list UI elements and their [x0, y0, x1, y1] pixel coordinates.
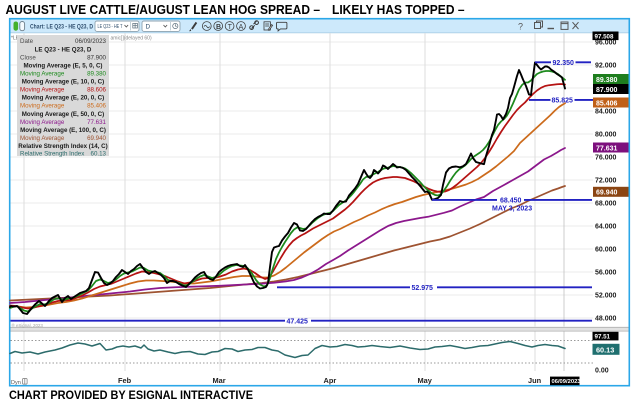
svg-text:Moving Average (E, 10, 0, C): Moving Average (E, 10, 0, C): [22, 79, 104, 86]
svg-text:Moving Average: Moving Average: [20, 87, 65, 94]
svg-text:77.631: 77.631: [87, 119, 106, 126]
svg-text:80.000: 80.000: [595, 132, 617, 139]
svg-text:97.508: 97.508: [595, 33, 614, 40]
svg-text:52.000: 52.000: [595, 293, 617, 300]
svg-text:D: D: [146, 24, 151, 31]
svg-text:89.380: 89.380: [596, 77, 618, 84]
svg-text:Mar: Mar: [213, 376, 226, 385]
svg-text:Relative Strength Index: Relative Strength Index: [20, 151, 85, 158]
svg-text:LE Q23 - HE Q23, D: LE Q23 - HE Q23, D: [35, 46, 92, 53]
svg-text:68.450: 68.450: [500, 197, 522, 204]
svg-text:60.13: 60.13: [596, 345, 614, 354]
svg-text:88.606: 88.606: [87, 87, 106, 94]
svg-text:69.940: 69.940: [87, 135, 106, 142]
svg-text:92.000: 92.000: [595, 63, 617, 70]
svg-text:76.000: 76.000: [595, 155, 617, 162]
svg-text:48.000: 48.000: [595, 316, 617, 323]
svg-text:?: ?: [518, 22, 523, 32]
svg-text:06/09/2023: 06/09/2023: [75, 38, 107, 45]
svg-text:A: A: [239, 24, 244, 31]
svg-text:Jun: Jun: [528, 376, 542, 385]
svg-text:AUGUST LIVE CATTLE/AUGUST LEAN: AUGUST LIVE CATTLE/AUGUST LEAN HOG SPREA…: [6, 2, 465, 17]
svg-text:96.000: 96.000: [595, 40, 617, 47]
svg-text:Moving Average: Moving Average: [20, 71, 65, 78]
svg-text:Moving Average (E, 20, 0, C): Moving Average (E, 20, 0, C): [22, 95, 104, 102]
svg-text:92.350: 92.350: [553, 60, 575, 67]
svg-text:06/09/2023: 06/09/2023: [552, 379, 582, 385]
svg-text:T: T: [228, 24, 233, 31]
svg-text:0.00: 0.00: [595, 368, 609, 375]
svg-text:Moving Average: Moving Average: [20, 103, 65, 110]
svg-text:84.000: 84.000: [595, 109, 617, 116]
svg-text:87.900: 87.900: [596, 87, 618, 94]
svg-text:May: May: [418, 376, 433, 385]
svg-text:52.975: 52.975: [412, 285, 434, 292]
svg-text:Moving Average: Moving Average: [20, 119, 65, 126]
svg-text:B: B: [216, 24, 221, 31]
svg-text:89.380: 89.380: [87, 71, 106, 78]
svg-text:60.13: 60.13: [91, 151, 107, 158]
svg-text:47.425: 47.425: [287, 318, 309, 325]
svg-text:97.51: 97.51: [595, 334, 611, 341]
svg-text:Moving Average: Moving Average: [20, 135, 65, 142]
svg-text:Moving Average (E, 5, 0, C): Moving Average (E, 5, 0, C): [24, 62, 103, 69]
svg-text:MAY 3, 2023: MAY 3, 2023: [492, 206, 532, 213]
svg-text:LE Q23 - HE T: LE Q23 - HE T: [98, 24, 123, 30]
svg-text:amic]](delayed 60): amic]](delayed 60): [111, 36, 152, 42]
svg-text:Date: Date: [20, 38, 34, 45]
svg-text:Close: Close: [20, 54, 36, 61]
svg-text:85.406: 85.406: [87, 103, 106, 110]
svg-text:Moving Average (E, 100, 0, C): Moving Average (E, 100, 0, C): [20, 127, 106, 134]
svg-text:60.000: 60.000: [595, 247, 617, 254]
svg-text:Relative Strength Index (14, C: Relative Strength Index (14, C): [18, 143, 107, 150]
svg-text:64.000: 64.000: [595, 224, 617, 231]
svg-text:87.900: 87.900: [87, 54, 106, 61]
svg-text:69.940: 69.940: [596, 190, 618, 197]
svg-text:77.631: 77.631: [596, 145, 618, 152]
svg-text:® eSignal, 2023: ® eSignal, 2023: [12, 323, 44, 328]
svg-text:85.406: 85.406: [596, 100, 618, 107]
svg-text:56.000: 56.000: [595, 270, 617, 277]
svg-text:85.825: 85.825: [552, 98, 574, 105]
svg-text:Moving Average (E, 50, 0, C): Moving Average (E, 50, 0, C): [22, 111, 104, 118]
svg-text:*LE: *LE: [11, 36, 20, 42]
svg-text:Dyn: Dyn: [11, 380, 21, 386]
svg-text:Chart: LE Q23 - HE Q23, D: Chart: LE Q23 - HE Q23, D: [30, 24, 93, 31]
svg-text:CHART PROVIDED BY ESIGNAL INTE: CHART PROVIDED BY ESIGNAL INTERACTIVE: [9, 388, 253, 402]
svg-text:Apr: Apr: [324, 376, 337, 385]
svg-text:Feb: Feb: [118, 376, 132, 385]
svg-text:68.000: 68.000: [595, 201, 617, 208]
svg-text:72.000: 72.000: [595, 178, 617, 185]
